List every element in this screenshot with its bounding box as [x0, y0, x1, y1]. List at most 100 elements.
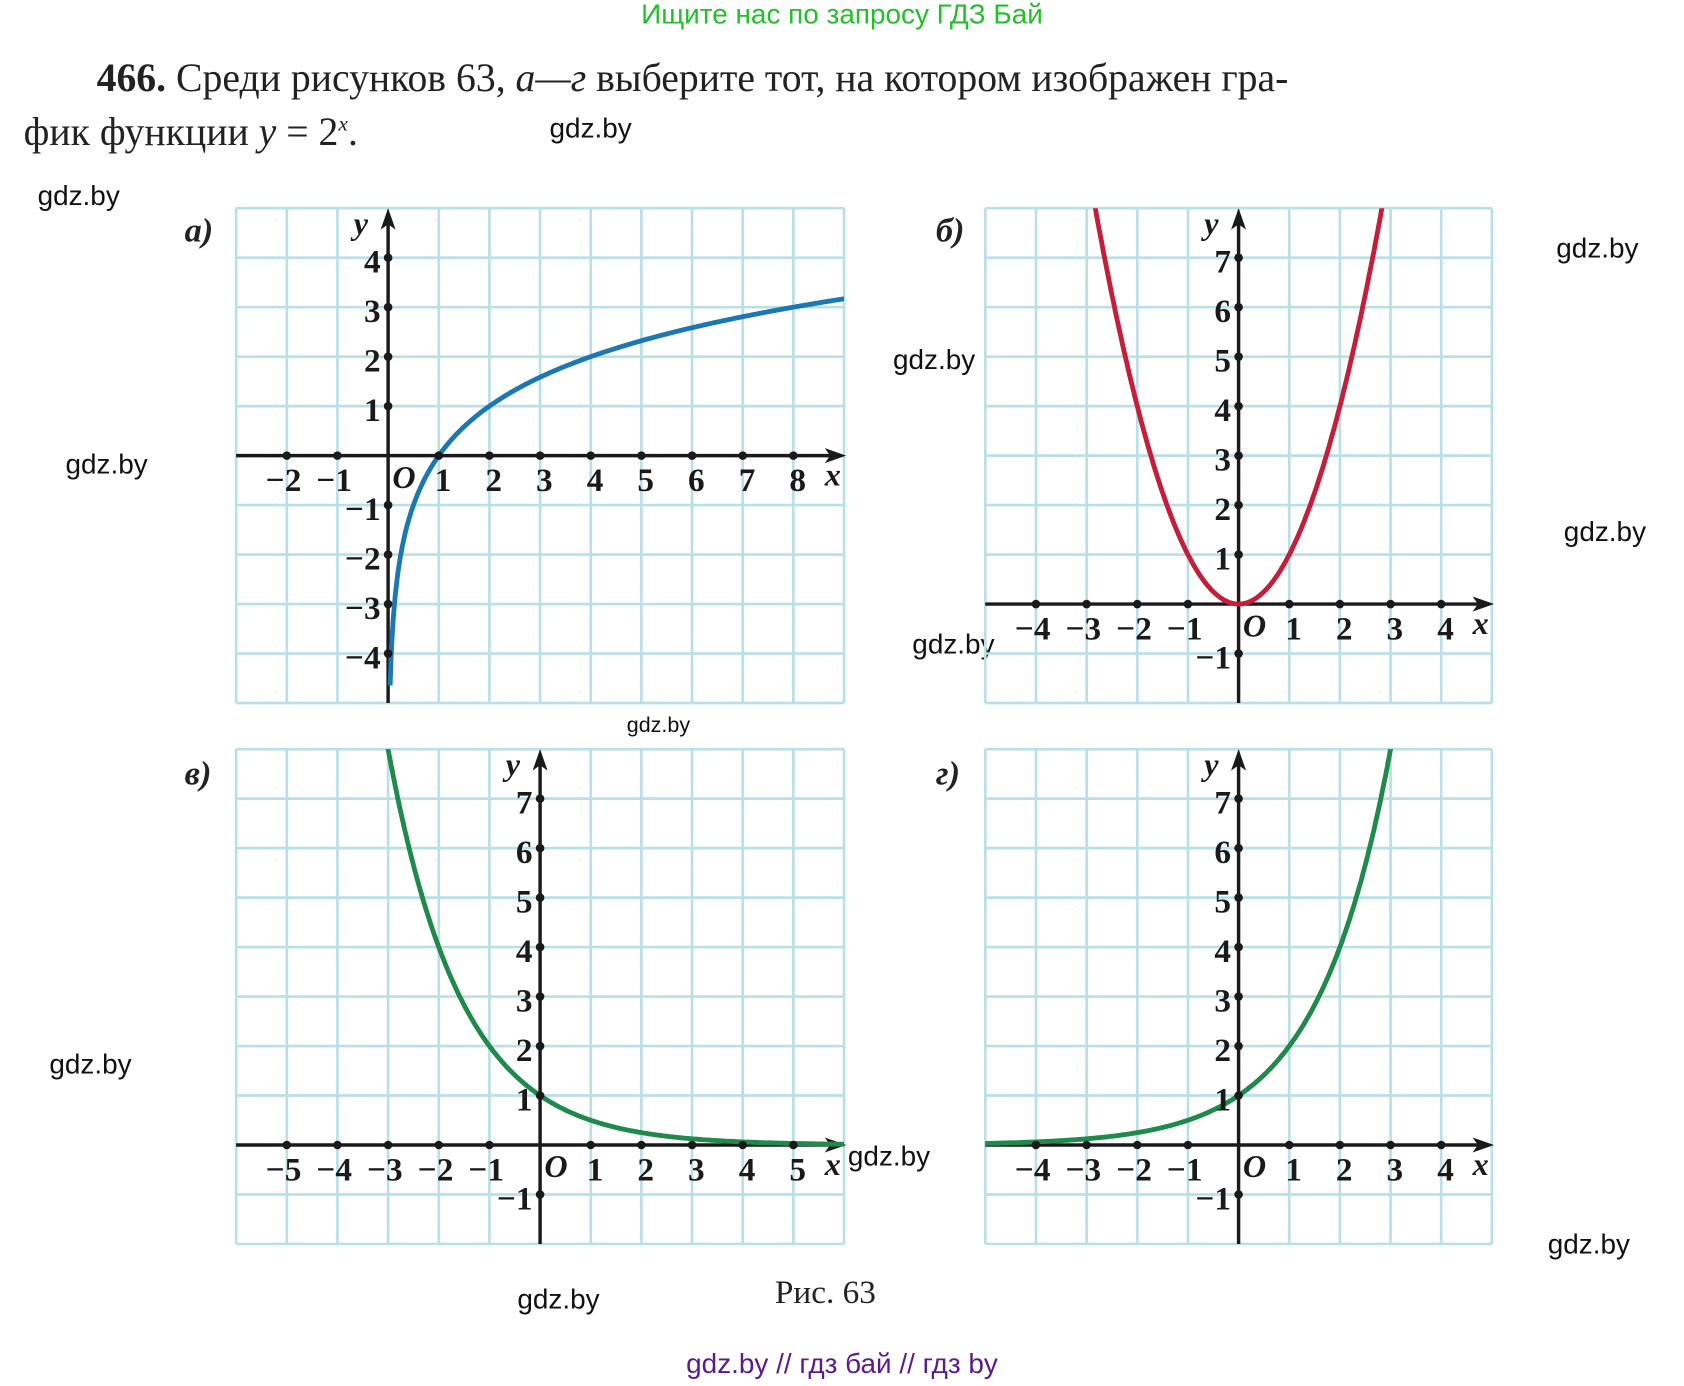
x-tick-dot — [1082, 599, 1091, 609]
y-tick-label: 1 — [1214, 541, 1231, 578]
y-axis-arrow-icon — [1231, 208, 1247, 230]
x-tick-label: 6 — [688, 462, 705, 499]
y-tick-dot — [535, 942, 545, 952]
y-tick-dot — [1234, 843, 1243, 853]
x-tick-dot — [535, 451, 545, 460]
x-axis-label: x — [1472, 605, 1489, 641]
x-tick-dot — [1031, 599, 1041, 609]
search-hint-link[interactable]: Ищите нас по запросу ГДЗ Бай — [641, 0, 1043, 31]
origin-label: O — [544, 1148, 567, 1184]
x-tick-dot — [1335, 1140, 1345, 1150]
y-axis-arrow-icon — [532, 749, 548, 771]
x-tick-label: 4 — [587, 462, 604, 499]
x-tick-dot — [1031, 1140, 1041, 1150]
x-tick-label: −4 — [316, 1151, 352, 1188]
problem-number: 466. — [96, 56, 167, 101]
watermark: gdz.by — [1563, 515, 1647, 548]
x-tick-dot — [1183, 599, 1193, 609]
y-tick-label: 2 — [1214, 1032, 1231, 1069]
y-tick-dot — [1234, 550, 1243, 559]
x-tick-dot — [1436, 599, 1446, 609]
y-axis-label: y — [350, 205, 369, 241]
y-tick-label: −1 — [345, 491, 381, 528]
x-tick-dot — [1335, 599, 1345, 609]
y-tick-label: 1 — [364, 392, 381, 429]
x-tick-label: 8 — [789, 462, 806, 499]
x-tick-label: 1 — [587, 1151, 604, 1188]
watermark: gdz.by — [49, 1047, 132, 1080]
watermark: gdz.by — [1547, 1227, 1630, 1261]
watermark: gdz.by — [626, 713, 691, 738]
x-tick-dot — [1436, 1140, 1446, 1150]
x-tick-label: −2 — [1116, 1151, 1152, 1188]
y-tick-dot — [535, 1041, 545, 1051]
x-tick-dot — [738, 451, 748, 460]
x-tick-label: 3 — [536, 462, 553, 499]
x-tick-label: −1 — [1167, 610, 1203, 647]
y-tick-dot — [383, 401, 393, 411]
y-tick-label: 7 — [1214, 785, 1231, 822]
figure-caption: Рис. 63 — [774, 1272, 876, 1311]
x-axis-label: x — [1472, 1146, 1489, 1182]
x-tick-label: −5 — [266, 1151, 302, 1188]
x-axis-arrow-icon — [824, 448, 847, 464]
function-curve — [387, 296, 845, 686]
y-tick-dot — [1234, 500, 1243, 510]
x-tick-dot — [1082, 1140, 1091, 1150]
y-tick-dot — [1234, 401, 1243, 411]
panel-label-v: в) — [184, 753, 212, 793]
x-tick-dot — [1386, 1140, 1395, 1150]
y-tick-dot — [383, 253, 393, 262]
x-tick-dot — [1132, 1140, 1142, 1150]
y-tick-label: 6 — [1214, 834, 1231, 871]
x-tick-label: 5 — [789, 1151, 806, 1188]
x-tick-label: −2 — [1116, 610, 1152, 647]
x-tick-dot — [789, 1140, 798, 1150]
y-tick-label: 5 — [516, 884, 533, 921]
watermark: gdz.by — [892, 343, 976, 376]
watermark: gdz.by — [847, 1139, 931, 1173]
y-tick-label: −3 — [345, 590, 381, 627]
y-tick-label: 1 — [516, 1082, 533, 1119]
y-axis-arrow-icon — [380, 208, 396, 230]
y-tick-label: 5 — [1214, 343, 1231, 380]
watermark: gdz.by — [37, 179, 120, 212]
x-tick-dot — [1183, 1140, 1193, 1150]
y-tick-dot — [383, 599, 393, 609]
formula-y: y — [258, 110, 277, 155]
x-axis-arrow-icon — [1472, 1137, 1495, 1153]
x-tick-dot — [485, 1140, 494, 1150]
panel-label-b: б) — [935, 210, 965, 250]
y-tick-dot — [383, 550, 393, 559]
function-curve — [1092, 208, 1385, 607]
problem-text-rest: выберите тот, на котором изображен гра- — [586, 56, 1289, 101]
x-tick-label: −1 — [468, 1151, 504, 1188]
problem-range: а—г — [515, 56, 587, 101]
x-tick-dot — [687, 1140, 697, 1150]
y-tick-dot — [1234, 253, 1243, 262]
x-axis-label: x — [824, 1146, 841, 1182]
x-axis-label: x — [824, 457, 841, 493]
y-axis-label: y — [502, 746, 521, 782]
footer-links[interactable]: gdz.by // гдз бай // гдз by — [686, 1346, 998, 1380]
x-tick-dot — [637, 451, 646, 460]
y-tick-label: 3 — [516, 983, 533, 1020]
y-tick-dot — [535, 1190, 545, 1199]
x-tick-dot — [434, 1140, 444, 1150]
formula-eq: = 2 — [276, 110, 339, 155]
origin-label: O — [1243, 607, 1266, 643]
x-tick-label: 1 — [435, 462, 452, 499]
x-tick-dot — [1284, 1140, 1294, 1150]
problem-line-2: фик функции y = 2x. — [24, 109, 358, 155]
x-axis-arrow-icon — [1472, 596, 1495, 612]
x-tick-dot — [485, 451, 494, 460]
y-tick-dot — [1234, 1041, 1243, 1051]
y-axis-label: y — [1200, 746, 1219, 782]
x-tick-dot — [333, 451, 342, 460]
x-tick-dot — [434, 451, 444, 460]
y-tick-dot — [1234, 451, 1243, 460]
